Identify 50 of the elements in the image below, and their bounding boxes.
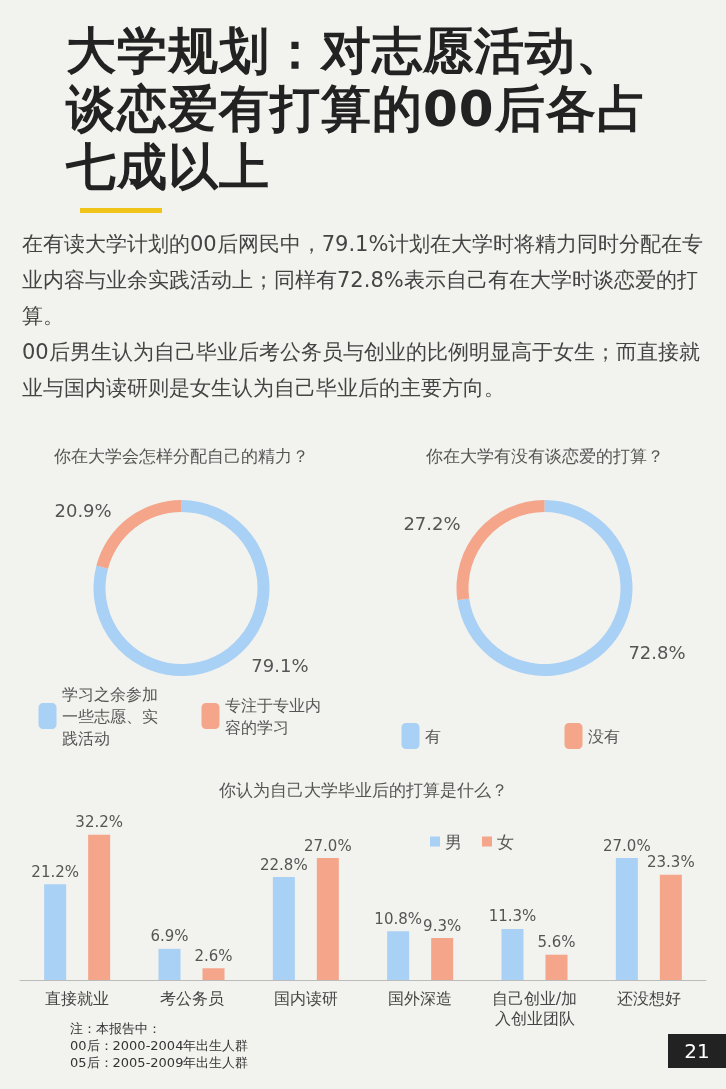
data-label: 32.2% [75,813,123,832]
data-label: 9.3% [423,916,462,935]
x-tick-label: 考公务员 [159,988,224,1008]
x-tick-label: 国内读研 [273,988,338,1008]
text: 大学规划：对志愿活动、谈恋爱有打算的00后各占七成以上 [66,22,649,196]
bar [615,858,638,980]
text: 在有读大学计划的00后网民中，79.1%计划在大学时将精力同时分配在专业内容与业余实践活动上；同样有72.8%表示自己有在大学时谈恋爱的打算。 [22,231,705,330]
bar [387,931,410,980]
legend-label: 专注于专业内容的学习 [224,695,321,737]
data-label: 5.6% [537,933,576,952]
bar [545,954,568,980]
bar [316,858,339,980]
data-label: 23.3% [647,853,695,872]
bar [431,938,454,980]
bar [501,928,524,980]
legend-label: 男 [445,831,462,852]
data-label: 10.8% [374,909,422,928]
bar [44,884,67,980]
data-label: 27.0% [603,836,651,855]
x-tick-label: 还没想好 [616,988,681,1008]
data-label: 79.1% [251,655,309,677]
text: 00后：2000-2004年出生人群 [70,1037,249,1054]
text: 00后男生认为自己毕业后考公务员与创业的比例明显高于女生；而直接就业与国内读研则是女生认为自己毕业后的主要方向。 [22,339,701,402]
bar [158,948,181,980]
data-label: 2.6% [194,946,233,965]
data-label: 11.3% [488,907,537,926]
data-label: 72.8% [628,641,686,663]
data-label: 21.2% [31,862,79,881]
x-tick-label: 直接就业 [45,988,110,1008]
legend-label: 没有 [587,726,620,746]
bar [202,968,225,980]
data-label: 27.0% [304,836,352,855]
data-label: 22.8% [260,855,308,874]
chart-title: 你在大学有没有谈恋爱的打算？ [424,445,664,466]
legend-label: 学习之余参加一些志愿、实践活动 [61,684,158,748]
legend-label: 女 [497,831,514,852]
data-label: 20.9% [54,499,112,521]
chart-title: 你认为自己大学毕业后的打算是什么？ [217,779,508,800]
bar [88,834,111,980]
text: 注：本报告中： [70,1020,162,1037]
text: 05后：2005-2009年出生人群 [70,1054,249,1071]
data-label: 27.2% [403,513,461,535]
data-label: 6.9% [150,927,189,946]
legend-label: 有 [424,726,441,746]
x-tick-label: 国外深造 [388,988,453,1008]
bar [272,877,295,980]
x-tick-label: 自己创业/加入创业团队 [491,988,578,1028]
text: 21 [668,1034,726,1068]
bar [659,874,682,980]
chart-title: 你在大学会怎样分配自己的精力？ [53,445,309,466]
